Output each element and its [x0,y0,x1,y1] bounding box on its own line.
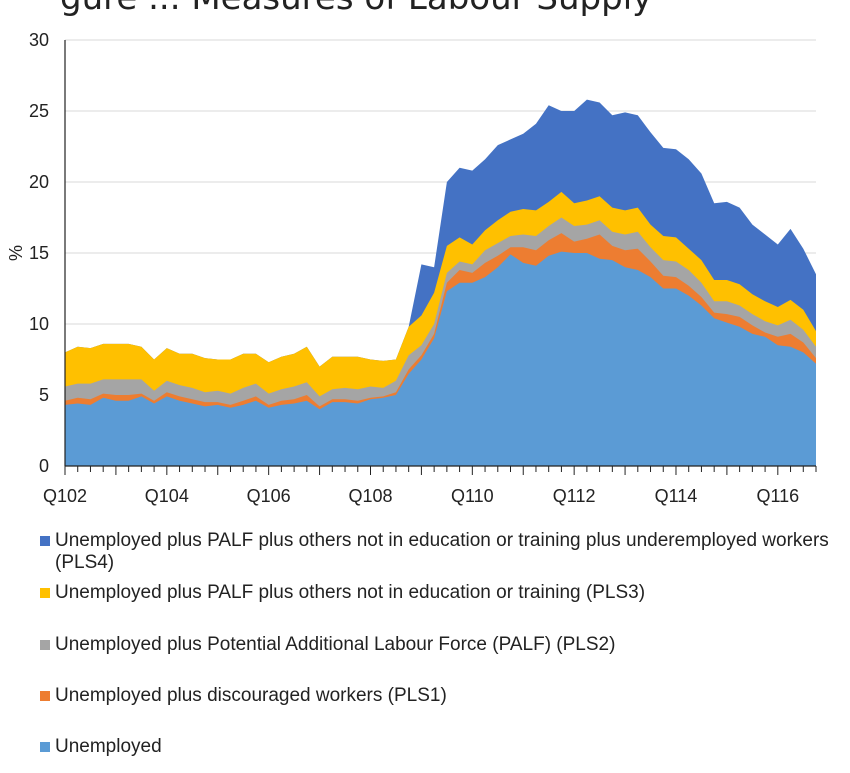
x-tick-label: Q106 [247,486,291,506]
y-tick-label: 30 [29,30,49,50]
x-tick-label: Q116 [756,486,799,506]
area-chart: 0 5 10 15 20 25 30 Q102 Q104 Q106 Q108 Q110 Q112 Q11… [6,30,817,506]
y-tick-label: 10 [29,314,49,334]
x-axis-ticks: Q102 Q104 Q106 Q108 Q110 Q112 Q114 Q116 [43,466,817,506]
x-tick-label: Q104 [145,486,189,506]
legend-label: Unemployed [55,736,162,757]
legend-item: Unemployed plus discouraged workers (PLS… [40,685,840,707]
legend-swatch [40,536,50,546]
area-series-5 [65,251,816,466]
legend-item: Unemployed plus PALF plus others not in … [40,530,840,574]
y-axis-ticks: 0 5 10 15 20 25 30 [29,30,49,476]
legend-item: Unemployed plus Potential Additional Lab… [40,634,840,656]
legend-swatch [40,691,50,701]
x-tick-label: Q114 [655,486,698,506]
legend-item: Unemployed [40,736,840,758]
legend-label: Unemployed plus PALF plus others not in … [55,582,646,603]
x-tick-label: Q102 [43,486,87,506]
legend-item: Unemployed plus PALF plus others not in … [40,582,840,604]
area-series [65,99,816,466]
legend-label: Unemployed plus Potential Additional Lab… [55,634,616,655]
x-tick-label: Q108 [348,486,392,506]
legend-label: Unemployed plus PALF plus others not in … [55,530,829,573]
y-tick-label: 5 [39,385,49,405]
x-tick-label: Q110 [451,486,494,506]
y-axis-label: % [6,245,26,261]
legend-label: Unemployed plus discouraged workers (PLS… [55,685,447,706]
y-tick-label: 25 [29,101,49,121]
legend-swatch [40,588,50,598]
y-tick-label: 0 [39,456,49,476]
legend-swatch [40,742,50,752]
legend-swatch [40,640,50,650]
y-tick-label: 20 [29,172,49,192]
chart-title-fragment: gure ... Measures of Labour Supply [60,0,850,38]
axes [64,40,816,467]
y-tick-label: 15 [29,243,49,263]
x-tick-label: Q112 [553,486,596,506]
